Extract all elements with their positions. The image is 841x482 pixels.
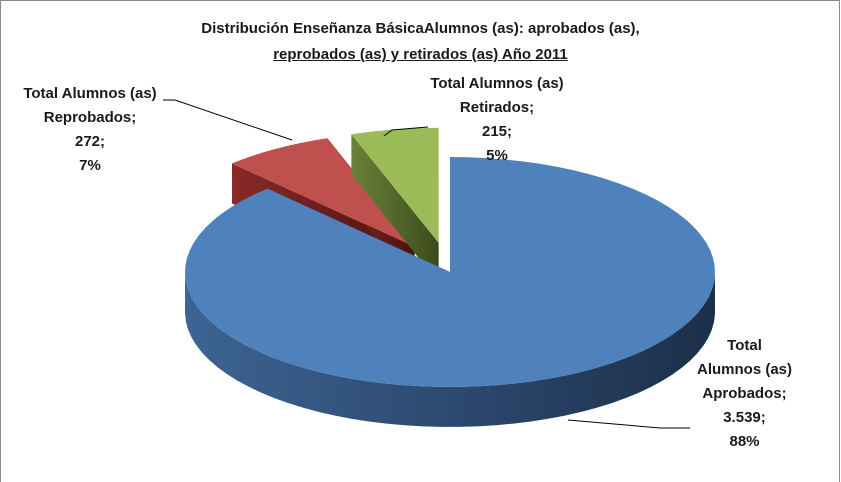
category-label: Total Alumnos (as) Retirados bbox=[430, 75, 564, 116]
percent-label: 7% bbox=[79, 157, 101, 174]
chart-title: reprobados (as) y retirados (as) Año 201… bbox=[273, 46, 568, 63]
data-label: Total Alumnos (as) Retirados; 215; 5% bbox=[427, 72, 567, 168]
chart-title: Distribución Enseñanza BásicaAlumnos (as… bbox=[201, 20, 640, 37]
separator: ; bbox=[760, 409, 766, 426]
separator: ; bbox=[131, 109, 137, 126]
slice-wall bbox=[185, 273, 715, 427]
category-label: Total Alumnos (as) Reprobados bbox=[23, 85, 157, 126]
leader-line bbox=[163, 99, 293, 141]
data-label: Total Alumnos (as) Reprobados; 272; 7% bbox=[20, 82, 160, 178]
leader-line bbox=[567, 419, 690, 429]
pie bbox=[185, 127, 715, 427]
value-label: 272 bbox=[74, 133, 101, 150]
category-label: Total Alumnos (as) Aprobados bbox=[697, 337, 793, 402]
value-label: 3.539 bbox=[723, 409, 761, 426]
percent-label: 5% bbox=[486, 147, 508, 164]
slice-side bbox=[351, 134, 439, 283]
slice bbox=[232, 138, 415, 247]
separator: ; bbox=[100, 133, 106, 150]
separator: ; bbox=[781, 385, 787, 402]
data-label: Total Alumnos (as) Aprobados; 3.539; 88% bbox=[697, 334, 792, 454]
percent-label: 88% bbox=[729, 433, 760, 450]
leader-line bbox=[383, 126, 429, 137]
separator: ; bbox=[507, 123, 513, 140]
separator: ; bbox=[529, 99, 535, 116]
value-label: 215 bbox=[481, 123, 508, 140]
slice bbox=[351, 127, 439, 243]
slice bbox=[185, 157, 715, 387]
